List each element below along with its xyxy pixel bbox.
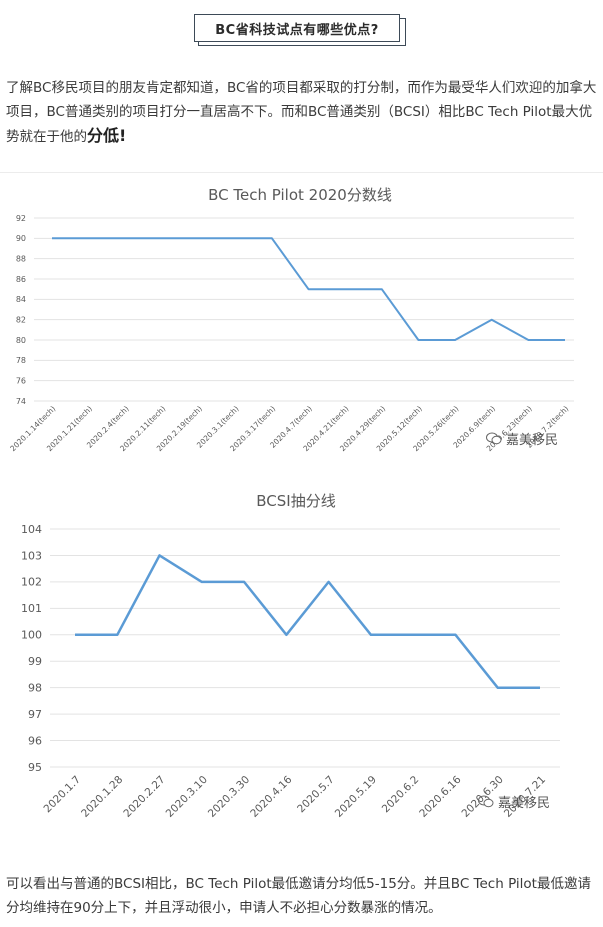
y-tick-label: 104	[21, 523, 42, 536]
y-tick-label: 95	[28, 761, 42, 774]
y-tick-label: 97	[28, 708, 42, 721]
y-tick-label: 76	[16, 376, 26, 385]
chart-title: BC Tech Pilot 2020分数线	[208, 186, 392, 204]
watermark-text: 嘉美移民	[498, 796, 551, 811]
x-tick-label: 2020.4.16	[248, 773, 294, 819]
wechat-icon	[486, 432, 502, 445]
y-tick-label: 96	[28, 734, 42, 747]
intro-text: 了解BC移民项目的朋友肯定都知道，BC省的项目都采取的打分制，而作为最受华人们欢…	[6, 80, 597, 145]
section-title: BC省科技试点有哪些优点?	[194, 14, 400, 42]
x-tick-label: 2020.1.28	[79, 774, 125, 820]
x-tick-label: 2020.2.27	[121, 774, 167, 820]
y-tick-label: 86	[16, 275, 26, 284]
x-tick-label: 2020.5.19	[333, 774, 379, 820]
y-tick-label: 102	[21, 576, 42, 589]
y-tick-label: 78	[16, 356, 26, 365]
tech-pilot-chart: BC Tech Pilot 2020分数线 74 76 78 80 82 84 86 88 90 9…	[0, 172, 603, 463]
y-tick-label: 74	[16, 397, 26, 406]
y-tick-label: 100	[21, 629, 42, 642]
conclusion-paragraph: 可以看出与普通的BCSI相比，BC Tech Pilot最低邀请分均低5-15分…	[6, 876, 591, 916]
y-tick-label: 90	[16, 234, 26, 243]
y-tick-label: 101	[21, 602, 42, 615]
intro-emphasis: 分低!	[87, 126, 127, 145]
section-title-frame: BC省科技试点有哪些优点?	[194, 14, 408, 48]
watermark-text: 嘉美移民	[506, 433, 559, 448]
y-tick-label: 82	[16, 315, 26, 324]
x-tick-label: 2020.1.7	[42, 774, 84, 816]
wechat-icon	[478, 795, 494, 808]
tech-pilot-chart-svg: BC Tech Pilot 2020分数线 74 76 78 80 82 84 86 88 90 9…	[8, 186, 574, 453]
series-line	[52, 237, 565, 341]
y-tick-label: 103	[21, 549, 42, 562]
intro-paragraph: 了解BC移民项目的朋友肯定都知道，BC省的项目都采取的打分制，而作为最受华人们欢…	[6, 76, 598, 149]
chart-title: BCSI抽分线	[256, 492, 335, 510]
watermark: 嘉美移民	[478, 792, 550, 811]
y-tick-label: 88	[16, 254, 26, 263]
y-tick-label: 80	[16, 336, 26, 345]
y-tick-label: 92	[16, 214, 26, 223]
series-line	[75, 554, 540, 689]
x-tick-label: 2020.3.30	[206, 774, 252, 820]
bcsi-chart-svg: BCSI抽分线 95 96 97 98 99 100 101 102 103 104 2020.1.7…	[21, 492, 560, 820]
bcsi-chart: BCSI抽分线 95 96 97 98 99 100 101 102 103 104 2020.1.7…	[0, 480, 603, 830]
x-tick-label: 2020.3.10	[164, 774, 210, 820]
watermark: 嘉美移民	[486, 429, 558, 448]
y-tick-label: 98	[28, 682, 42, 695]
y-tick-label: 99	[28, 655, 42, 668]
x-tick-label: 2020.6.2	[380, 774, 422, 816]
x-tick-label: 2020.5.7	[295, 774, 337, 816]
x-tick-label: 2020.6.16	[417, 773, 463, 819]
y-tick-label: 84	[16, 295, 26, 304]
